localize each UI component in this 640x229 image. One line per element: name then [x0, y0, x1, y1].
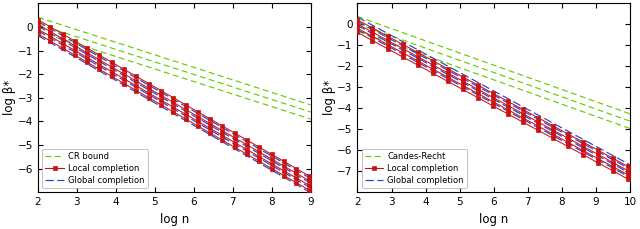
Y-axis label: log β*: log β*: [3, 80, 17, 115]
CR bound: [205, 71, 213, 74]
Candes-Recht: [525, 76, 533, 79]
Local completion: [231, 132, 239, 134]
CR bound: [34, 16, 42, 19]
X-axis label: log n: log n: [479, 213, 508, 226]
Global completion: [627, 164, 634, 166]
Global completion: [205, 119, 213, 122]
Candes-Recht: [461, 54, 469, 56]
Candes-Recht: [552, 86, 559, 89]
Global completion: [552, 123, 559, 126]
Line: Global completion: Global completion: [358, 17, 630, 165]
Global completion: [142, 82, 150, 85]
Global completion: [34, 20, 42, 23]
Local completion: [387, 36, 394, 39]
Local completion: [627, 166, 634, 169]
Local completion: [123, 70, 131, 72]
Local completion: [205, 117, 213, 120]
CR bound: [307, 104, 314, 106]
CR bound: [123, 44, 131, 47]
Candes-Recht: [442, 47, 450, 50]
Y-axis label: log β*: log β*: [323, 80, 336, 115]
Global completion: [231, 133, 239, 136]
Local completion: [525, 112, 533, 114]
CR bound: [142, 51, 150, 53]
Local completion: [307, 175, 314, 178]
Global completion: [461, 74, 469, 77]
Local completion: [442, 67, 450, 69]
Local completion: [550, 125, 558, 128]
CR bound: [231, 79, 239, 82]
Local completion: [461, 77, 469, 80]
Line: CR bound: CR bound: [38, 17, 310, 105]
Local completion: [34, 18, 42, 21]
Line: Local completion: Local completion: [356, 18, 632, 169]
Global completion: [550, 122, 558, 125]
Global completion: [442, 64, 450, 67]
Local completion: [232, 133, 240, 135]
Candes-Recht: [627, 112, 634, 115]
Legend: CR bound, Local completion, Global completion: CR bound, Local completion, Global compl…: [42, 149, 148, 188]
Local completion: [354, 19, 362, 21]
Global completion: [307, 177, 314, 180]
Line: Candes-Recht: Candes-Recht: [358, 16, 630, 114]
Global completion: [354, 16, 362, 19]
Line: Global completion: Global completion: [38, 21, 310, 178]
Local completion: [142, 81, 150, 83]
X-axis label: log n: log n: [159, 213, 189, 226]
Line: Local completion: Local completion: [36, 18, 312, 178]
CR bound: [232, 80, 240, 82]
Candes-Recht: [550, 85, 558, 88]
Candes-Recht: [387, 27, 394, 30]
Global completion: [387, 33, 394, 36]
Local completion: [552, 126, 559, 129]
Global completion: [123, 71, 131, 74]
CR bound: [67, 27, 75, 29]
Global completion: [67, 39, 75, 42]
Candes-Recht: [354, 15, 362, 18]
Global completion: [232, 134, 240, 137]
Local completion: [67, 37, 75, 40]
Global completion: [525, 109, 533, 112]
Legend: Candes-Recht, Local completion, Global completion: Candes-Recht, Local completion, Global c…: [362, 149, 467, 188]
